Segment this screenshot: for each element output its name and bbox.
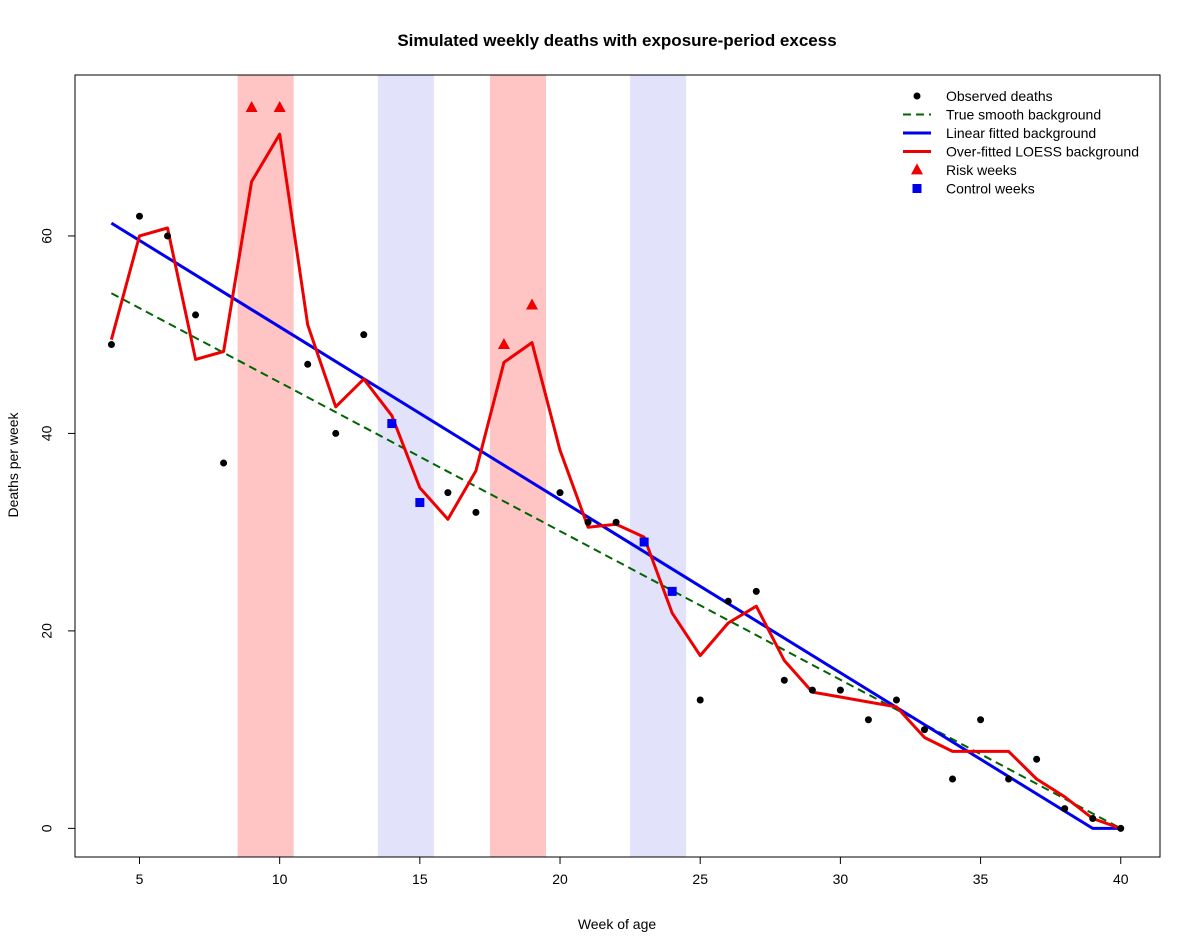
point-triangle-2	[497, 337, 510, 349]
point-circle-18	[836, 686, 844, 694]
point-square-3	[667, 586, 677, 596]
x-tick-label: 40	[1113, 871, 1129, 887]
y-tick-label: 40	[39, 425, 55, 441]
line-true-smooth-background	[110, 292, 1122, 830]
y-axis-label: Deaths per week	[5, 411, 21, 517]
x-tick-label: 35	[973, 871, 989, 887]
point-circle-17	[808, 686, 816, 694]
point-circle-1	[135, 212, 143, 220]
series-points	[107, 100, 1125, 832]
point-circle-24	[1005, 775, 1013, 783]
point-circle-9	[472, 508, 480, 516]
point-square-0	[387, 419, 397, 429]
point-circle-27	[1089, 814, 1097, 822]
point-circle-3	[192, 311, 200, 319]
point-circle-22	[949, 775, 957, 783]
point-circle-28	[1117, 824, 1125, 832]
point-circle-20	[892, 696, 900, 704]
x-tick-label: 15	[412, 871, 428, 887]
legend-label: True smooth background	[946, 107, 1101, 123]
point-square-1	[415, 498, 425, 508]
point-circle-5	[304, 360, 312, 368]
point-triangle-0	[245, 100, 258, 112]
point-circle-7	[360, 331, 368, 339]
point-circle-4	[220, 459, 228, 467]
x-tick-label: 30	[833, 871, 849, 887]
legend-label: Over-fitted LOESS background	[946, 144, 1139, 160]
x-tick-label: 20	[552, 871, 568, 887]
point-circle-11	[584, 518, 592, 526]
x-tick-label: 10	[272, 871, 288, 887]
point-circle-19	[864, 716, 872, 724]
legend-marker-4	[911, 163, 923, 175]
point-circle-8	[444, 489, 452, 497]
legend-label: Linear fitted background	[946, 125, 1096, 141]
y-axis: 0 20 40 60	[39, 228, 75, 832]
plot-frame	[74, 74, 1161, 858]
legend-marker-5	[912, 184, 922, 193]
point-triangle-1	[273, 100, 286, 112]
legend: Observed deaths True smooth background Lin…	[903, 88, 1139, 197]
risk-band-2	[489, 75, 547, 857]
x-tick-label: 5	[136, 871, 144, 887]
point-circle-25	[1033, 755, 1041, 763]
control-band-1	[377, 75, 434, 857]
point-circle-6	[332, 429, 340, 437]
point-circle-12	[612, 518, 620, 526]
point-circle-21	[920, 726, 928, 734]
point-circle-14	[724, 597, 732, 605]
point-square-2	[639, 537, 649, 547]
legend-marker-0	[913, 92, 921, 100]
legend-label: Control weeks	[946, 181, 1035, 197]
point-circle-2	[164, 232, 172, 240]
point-circle-26	[1061, 805, 1069, 813]
legend-label: Risk weeks	[946, 162, 1017, 178]
point-circle-13	[696, 696, 704, 704]
point-triangle-3	[525, 298, 538, 310]
y-tick-label: 20	[39, 623, 55, 639]
legend-label: Observed deaths	[946, 88, 1053, 104]
y-tick-label: 60	[39, 228, 55, 244]
shaded-bands	[237, 75, 687, 857]
risk-band-0	[237, 75, 294, 857]
x-axis: 5 10 15 20 25 30 35 40	[136, 857, 1129, 887]
line-linear-fitted-background	[110, 221, 1121, 830]
point-circle-16	[780, 676, 788, 684]
chart-title: Simulated weekly deaths with exposure-pe…	[397, 31, 836, 50]
control-band-3	[630, 75, 687, 857]
x-axis-label: Week of age	[578, 916, 657, 932]
point-circle-23	[977, 716, 985, 724]
point-circle-0	[107, 341, 115, 349]
x-tick-label: 25	[692, 871, 708, 887]
point-circle-10	[556, 489, 564, 497]
y-tick-label: 0	[39, 824, 55, 832]
point-circle-15	[752, 587, 760, 595]
